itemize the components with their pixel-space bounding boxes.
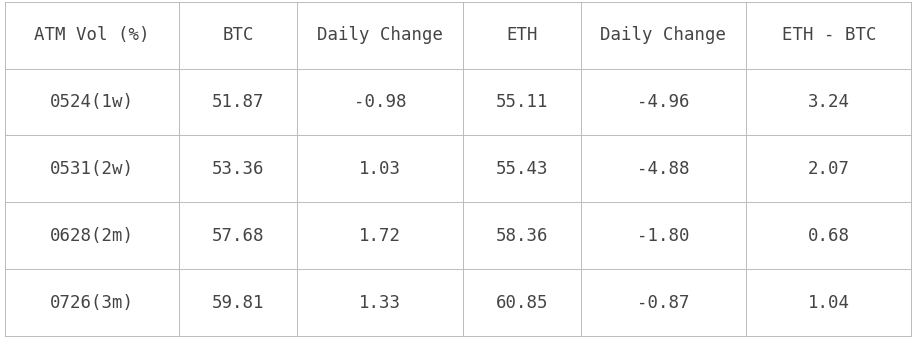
Text: 3.24: 3.24 — [808, 93, 850, 111]
Text: 1.33: 1.33 — [359, 294, 401, 312]
Text: BTC: BTC — [223, 26, 254, 44]
Text: 2.07: 2.07 — [808, 160, 850, 178]
Text: 58.36: 58.36 — [496, 227, 548, 245]
Text: Daily Change: Daily Change — [317, 26, 443, 44]
Text: 53.36: 53.36 — [213, 160, 265, 178]
Text: 0531(2w): 0531(2w) — [50, 160, 134, 178]
Text: 55.43: 55.43 — [496, 160, 548, 178]
Text: -1.80: -1.80 — [638, 227, 690, 245]
Text: ATM Vol (%): ATM Vol (%) — [34, 26, 149, 44]
Text: 55.11: 55.11 — [496, 93, 548, 111]
Text: 0628(2m): 0628(2m) — [50, 227, 134, 245]
Text: 1.72: 1.72 — [359, 227, 401, 245]
Text: 59.81: 59.81 — [213, 294, 265, 312]
Text: -4.88: -4.88 — [638, 160, 690, 178]
Text: 57.68: 57.68 — [213, 227, 265, 245]
Text: 1.03: 1.03 — [359, 160, 401, 178]
Text: Daily Change: Daily Change — [601, 26, 726, 44]
Text: 1.04: 1.04 — [808, 294, 850, 312]
Text: 0726(3m): 0726(3m) — [50, 294, 134, 312]
Text: -0.87: -0.87 — [638, 294, 690, 312]
Text: -0.98: -0.98 — [354, 93, 407, 111]
Text: 0.68: 0.68 — [808, 227, 850, 245]
Text: 60.85: 60.85 — [496, 294, 548, 312]
Text: ETH - BTC: ETH - BTC — [781, 26, 876, 44]
Text: 0524(1w): 0524(1w) — [50, 93, 134, 111]
Text: -4.96: -4.96 — [638, 93, 690, 111]
Text: 51.87: 51.87 — [213, 93, 265, 111]
Text: ETH: ETH — [506, 26, 538, 44]
